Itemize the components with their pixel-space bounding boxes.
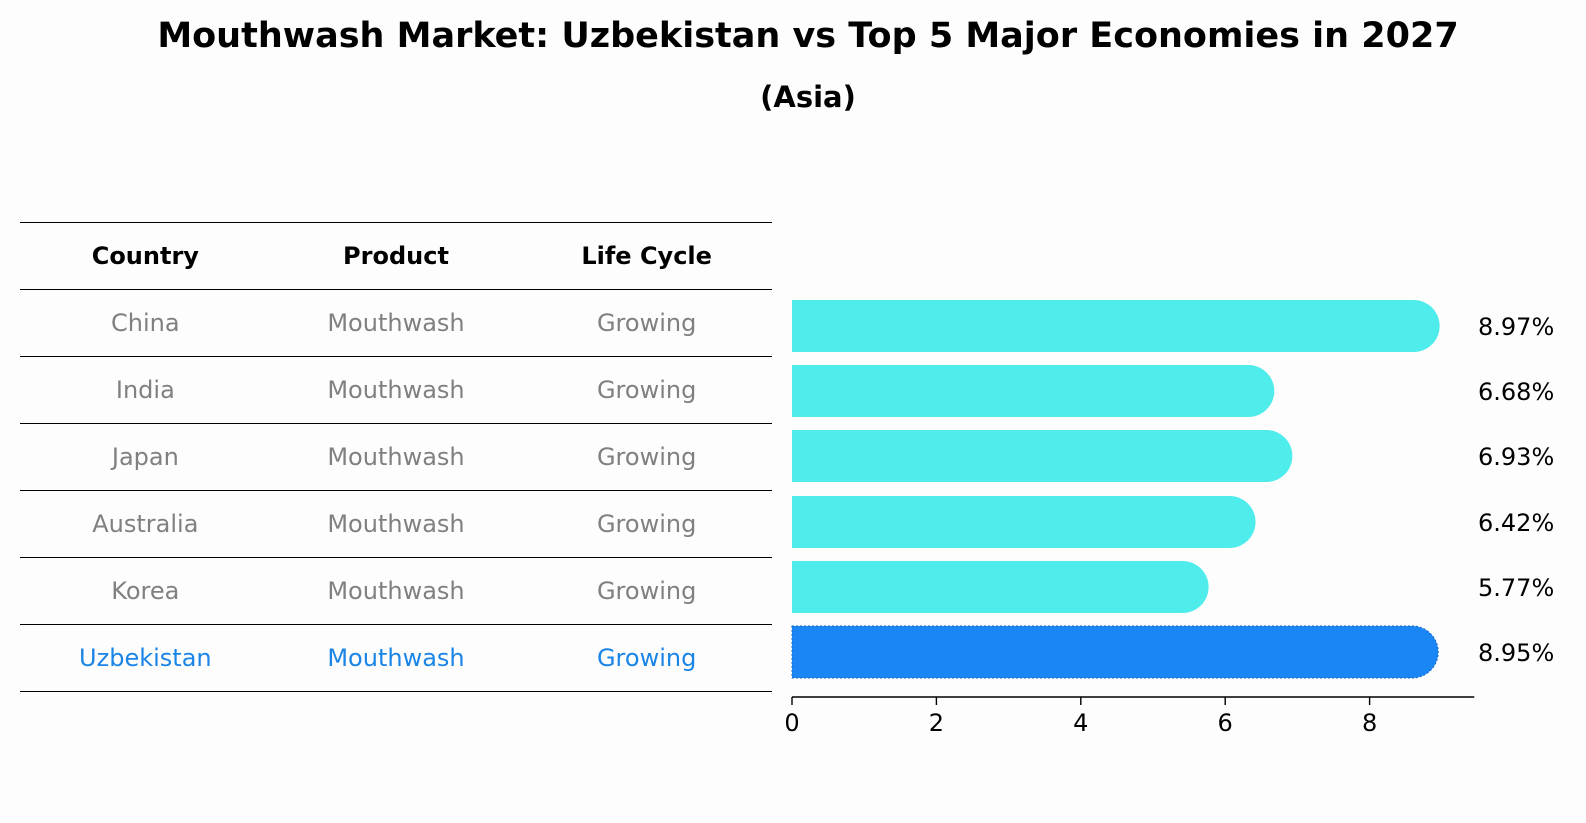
bar-value-label: 6.68%: [1478, 378, 1554, 406]
product-cell: Mouthwash: [327, 577, 465, 605]
header-life-cycle: Life Cycle: [581, 242, 712, 270]
life-cycle-cell: Growing: [596, 309, 697, 337]
bar-value-label: 6.42%: [1478, 509, 1554, 537]
bar-value-label: 6.93%: [1478, 443, 1554, 471]
bar: [792, 365, 1275, 417]
life-cycle-cell: Growing: [596, 577, 697, 605]
x-tick-label: 2: [929, 709, 944, 737]
country-cell: Uzbekistan: [79, 644, 212, 672]
life-cycle-cell: Growing: [596, 443, 697, 471]
life-cycle-cell: Growing: [596, 376, 697, 404]
table-row: Australia Mouthwash Growing: [20, 491, 772, 558]
life-cycle-cell: Growing: [596, 510, 697, 538]
product-cell: Mouthwash: [327, 309, 465, 337]
chart-title: Mouthwash Market: Uzbekistan vs Top 5 Ma…: [157, 16, 1459, 56]
life-cycle-cell: Growing: [596, 644, 697, 672]
header-country: Country: [91, 242, 199, 270]
bar-value-label: 8.97%: [1478, 313, 1554, 341]
x-tick-label: 6: [1218, 709, 1233, 737]
header-product: Product: [343, 242, 449, 270]
bar: [792, 300, 1440, 352]
bar-value-label: 8.95%: [1478, 639, 1554, 667]
table-row: India Mouthwash Growing: [20, 357, 772, 424]
table-row-highlight: Uzbekistan Mouthwash Growing: [20, 625, 772, 692]
product-cell: Mouthwash: [327, 443, 465, 471]
country-cell: India: [115, 376, 175, 404]
table-header-row: Country Product Life Cycle: [20, 222, 772, 290]
x-tick-label: 0: [784, 709, 799, 737]
table-row: Korea Mouthwash Growing: [20, 558, 772, 625]
data-table: Country Product Life Cycle China Mouthwa…: [20, 222, 772, 692]
chart-subtitle: (Asia): [760, 80, 856, 114]
country-cell: Australia: [92, 510, 199, 538]
bar: [792, 430, 1293, 482]
bar-value-label: 5.77%: [1478, 574, 1554, 602]
bar: [792, 496, 1256, 548]
product-cell: Mouthwash: [327, 644, 465, 672]
product-cell: Mouthwash: [327, 510, 465, 538]
table-row: Japan Mouthwash Growing: [20, 424, 772, 491]
bar: [792, 561, 1209, 613]
country-cell: Korea: [111, 577, 180, 605]
x-tick-label: 8: [1362, 709, 1377, 737]
table-row: China Mouthwash Growing: [20, 290, 772, 357]
product-cell: Mouthwash: [327, 376, 465, 404]
country-cell: Japan: [111, 443, 179, 471]
country-cell: China: [111, 309, 180, 337]
bar-highlight: [791, 625, 1439, 679]
x-tick-label: 4: [1073, 709, 1088, 737]
